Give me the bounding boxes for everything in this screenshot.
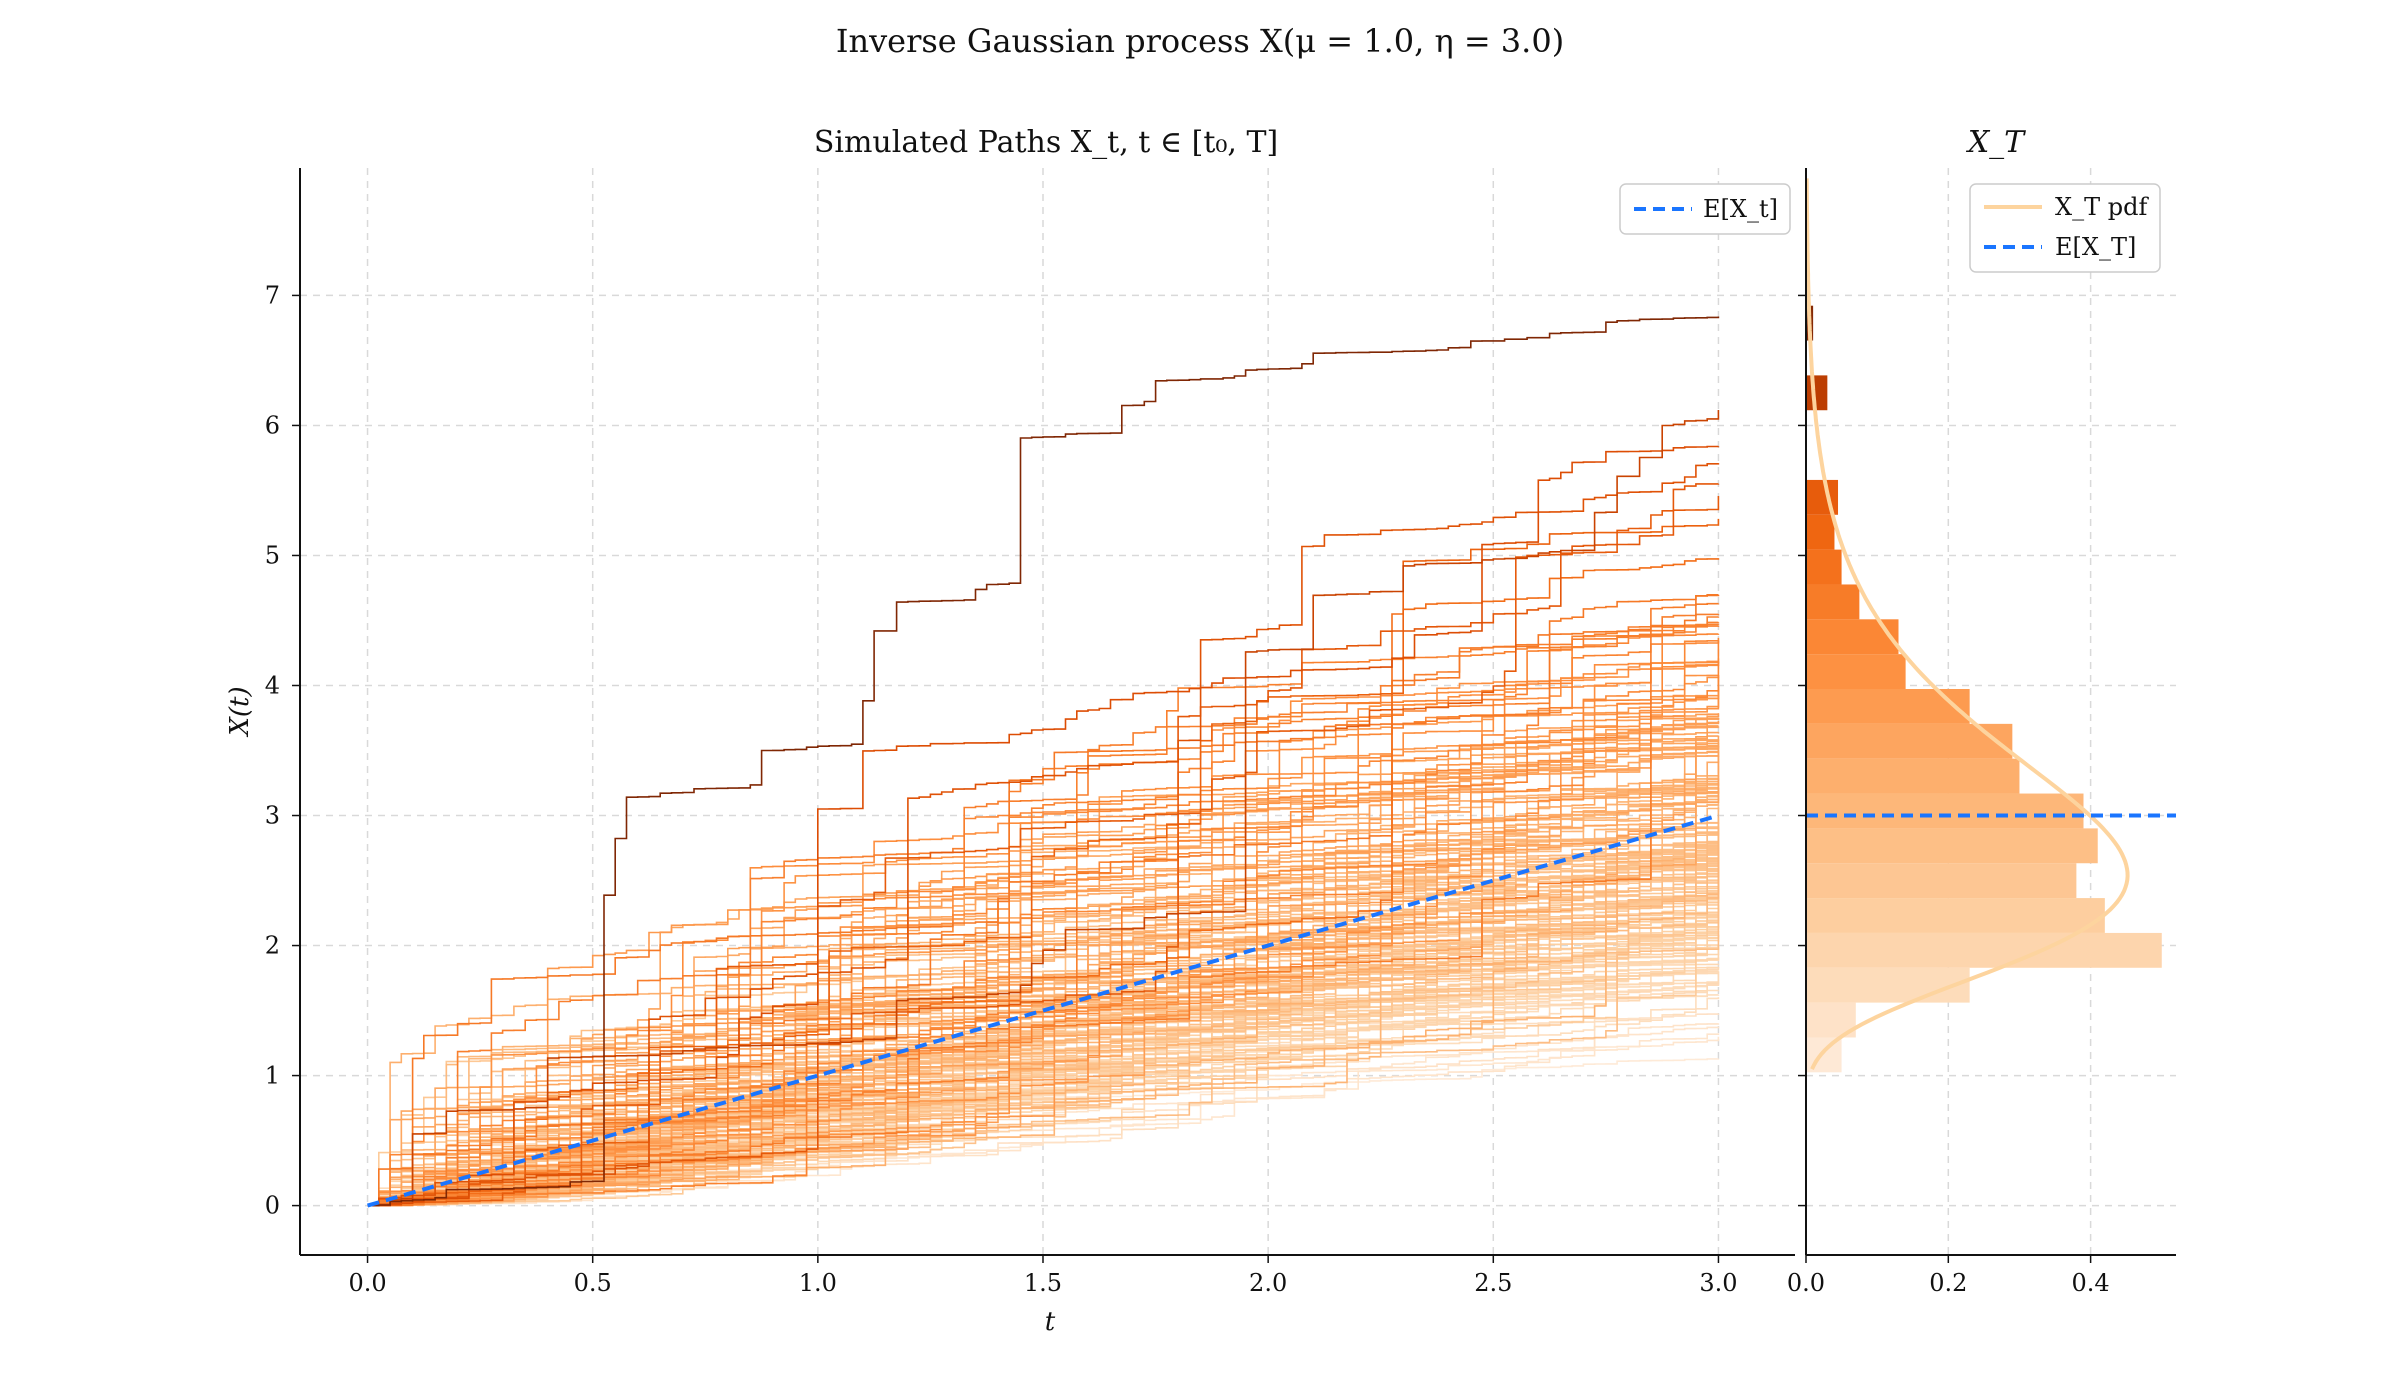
paths-legend: E[X_t] <box>1619 183 1791 235</box>
simulated-path <box>367 445 1720 1207</box>
simulated-path <box>367 594 1720 1207</box>
figure-suptitle: Inverse Gaussian process X(μ = 1.0, η = … <box>836 22 1564 60</box>
simulated-path <box>367 1033 1720 1207</box>
simulated-path <box>367 718 1720 1207</box>
histogram-bar <box>1806 375 1828 411</box>
simulated-path <box>367 602 1720 1207</box>
y-tick-label: 2 <box>265 932 280 960</box>
x-tick-label: 0.2 <box>1929 1269 1967 1297</box>
simulated-path <box>367 745 1720 1207</box>
y-tick-label: 6 <box>265 411 280 439</box>
paths-axes <box>299 168 1795 1256</box>
x-tick-label: 3.0 <box>1699 1269 1737 1297</box>
y-tick-label: 1 <box>265 1062 280 1090</box>
histogram-bar <box>1806 758 2020 794</box>
simulated-path <box>367 621 1720 1207</box>
paths-panel: Simulated Paths X_t, t ∈ [t₀, T] 0.0 0.5 1… <box>225 125 1795 1337</box>
paths-ylabel: X(t) <box>225 686 255 737</box>
x-tick-label: 1.5 <box>1024 1269 1062 1297</box>
x-tick-label: 1.0 <box>799 1269 837 1297</box>
simulated-path <box>367 1026 1720 1207</box>
simulated-path <box>367 664 1720 1207</box>
simulated-path <box>367 686 1720 1207</box>
simulated-path <box>367 623 1720 1207</box>
simulated-path <box>367 496 1720 1207</box>
simulated-path <box>367 641 1720 1207</box>
paths-ticks: 0.0 0.5 1.0 1.5 2.0 2.5 3.0 0 1 2 3 4 5 6 7 <box>265 281 1738 1297</box>
histogram-title: X_T <box>1966 125 2026 160</box>
paths-xlabel: t <box>1045 1307 1056 1337</box>
histogram-bar <box>1806 619 1899 655</box>
histogram-ticks: 0.0 0.2 0.4 <box>1787 294 2110 1297</box>
x-tick-label: 0.0 <box>1787 1269 1825 1297</box>
histogram-bar <box>1806 828 2098 864</box>
pdf-line <box>1806 178 2130 1070</box>
x-tick-label: 2.5 <box>1474 1269 1512 1297</box>
simulated-path <box>367 518 1720 1207</box>
terminal-expectation-legend-label: E[X_T] <box>2055 233 2136 261</box>
histogram-bar <box>1806 793 2084 829</box>
histogram-bar <box>1806 514 1835 550</box>
simulated-path <box>367 463 1720 1207</box>
histogram-bar <box>1806 689 1970 724</box>
x-tick-label: 0.4 <box>2072 1269 2110 1297</box>
simulated-path <box>367 594 1720 1207</box>
histogram-bar <box>1806 898 2105 933</box>
paths-title: Simulated Paths X_t, t ∈ [t₀, T] <box>814 125 1278 160</box>
simulated-paths <box>367 316 1720 1207</box>
histogram-bars <box>1806 305 2162 1073</box>
histogram-bar <box>1806 967 1970 1003</box>
histogram-bar <box>1806 723 2013 759</box>
histogram-bar <box>1806 549 1842 585</box>
simulated-path <box>367 625 1720 1207</box>
simulated-path <box>367 778 1720 1207</box>
expectation-series <box>366 813 1720 1208</box>
histogram-bar <box>1806 863 2077 899</box>
y-tick-label: 5 <box>265 541 280 569</box>
x-tick-label: 2.0 <box>1249 1269 1287 1297</box>
simulated-path <box>367 697 1720 1207</box>
x-tick-label: 0.5 <box>574 1269 612 1297</box>
histogram-bar <box>1806 932 2162 968</box>
simulated-path <box>367 689 1720 1207</box>
histogram-axes <box>1805 168 2176 1256</box>
expectation-line <box>366 813 1720 1208</box>
paths-legend-box <box>1619 183 1791 235</box>
y-tick-label: 3 <box>265 802 280 830</box>
histogram-bar <box>1806 584 1860 620</box>
simulated-path <box>367 316 1720 1207</box>
x-tick-label: 0.0 <box>348 1269 386 1297</box>
simulated-path <box>367 713 1720 1207</box>
histogram-bar <box>1806 654 1906 690</box>
pdf-legend-label: X_T pdf <box>2055 193 2149 221</box>
histogram-panel: X_T 0.0 0.2 0.4 X_T pdf E[X_T] <box>1787 125 2176 1297</box>
y-tick-label: 0 <box>265 1192 280 1220</box>
simulated-path <box>367 410 1720 1207</box>
histogram-legend: X_T pdf E[X_T] <box>1969 183 2161 273</box>
simulated-path <box>367 616 1720 1207</box>
paths-legend-label: E[X_t] <box>1703 195 1778 223</box>
y-tick-label: 7 <box>265 281 280 309</box>
y-tick-label: 4 <box>265 671 280 699</box>
pdf-curve <box>1806 178 2130 1070</box>
